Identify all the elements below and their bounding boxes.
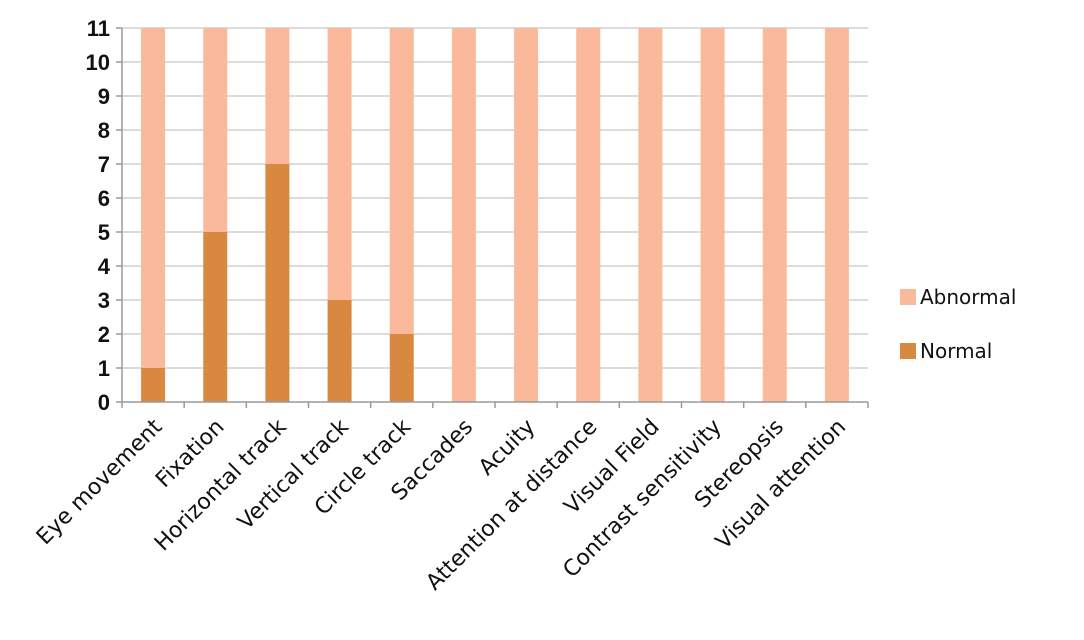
bars <box>141 28 849 402</box>
y-axis-ticks: 0 1 2 3 4 5 6 7 8 9 10 11 <box>86 16 122 415</box>
bar-abnormal-4 <box>327 28 352 300</box>
y-tick-label-6: 6 <box>98 186 110 211</box>
bar-normal-4 <box>327 300 352 402</box>
y-tick-label-2: 2 <box>98 322 110 347</box>
bar-abnormal-5 <box>389 28 414 334</box>
legend-label-normal: Normal <box>920 339 992 363</box>
y-tick-label-0: 0 <box>98 390 110 415</box>
bar-normal-5 <box>389 334 414 402</box>
bar-abnormal-2 <box>203 28 228 232</box>
y-tick-label-1: 1 <box>98 356 110 381</box>
bar-abnormal-7 <box>514 28 539 402</box>
bar-abnormal-1 <box>141 28 166 368</box>
y-tick-label-5: 5 <box>98 220 110 245</box>
legend-swatch-abnormal <box>900 289 916 305</box>
legend-label-abnormal: Abnormal <box>920 285 1016 309</box>
bar-abnormal-9 <box>638 28 663 402</box>
x-tick-label-1: Eye movement <box>32 414 168 550</box>
bar-normal-2 <box>203 232 228 402</box>
x-tick-label-4: Vertical track <box>233 414 354 535</box>
y-tick-label-8: 8 <box>98 118 110 143</box>
y-tick-label-4: 4 <box>98 254 111 279</box>
y-tick-label-11: 11 <box>87 16 110 41</box>
y-tick-label-10: 10 <box>86 50 110 75</box>
y-tick-label-9: 9 <box>98 84 110 109</box>
legend-swatch-normal <box>900 343 916 359</box>
y-tick-label-3: 3 <box>98 288 110 313</box>
bar-abnormal-6 <box>451 28 476 402</box>
bar-abnormal-12 <box>824 28 849 402</box>
bar-abnormal-11 <box>762 28 787 402</box>
legend: Abnormal Normal <box>900 285 1016 363</box>
bar-abnormal-10 <box>700 28 725 402</box>
bar-normal-1 <box>141 368 166 402</box>
axes <box>121 28 868 403</box>
bar-abnormal-8 <box>576 28 601 402</box>
bar-abnormal-3 <box>265 28 290 164</box>
gridlines <box>122 27 868 369</box>
y-tick-label-7: 7 <box>98 152 110 177</box>
bar-normal-3 <box>265 164 290 402</box>
